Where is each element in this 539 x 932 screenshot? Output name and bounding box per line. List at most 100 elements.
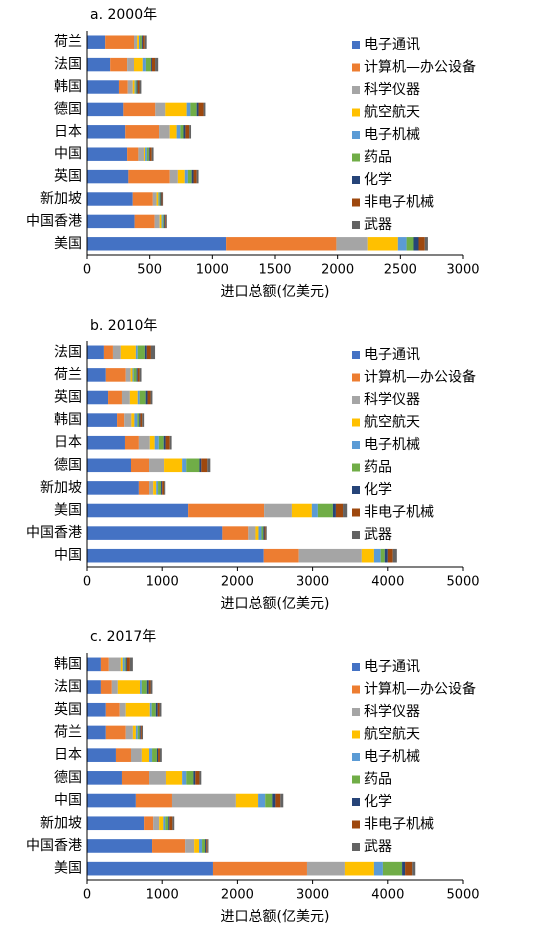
bar-segment <box>373 548 381 563</box>
bar-segment <box>155 702 158 717</box>
chart-title: a. 2000年 <box>90 7 157 23</box>
legend-swatch <box>352 463 360 472</box>
bar-segment <box>151 57 156 72</box>
bar-segment <box>163 435 166 450</box>
bar-segment <box>185 839 195 853</box>
bar-segment <box>263 548 299 563</box>
bar-segment <box>199 771 202 785</box>
bar-segment <box>153 816 160 831</box>
bar-segment <box>130 458 150 473</box>
legend-swatch <box>352 176 360 184</box>
bar-segment <box>336 237 368 251</box>
bar-segment <box>139 413 141 427</box>
bar-segment <box>149 748 153 762</box>
bar-segment <box>156 748 159 762</box>
bar-segment <box>165 214 167 229</box>
bar-segment <box>418 237 425 251</box>
bar-segment <box>172 816 175 831</box>
x-tick-label: 1500 <box>258 263 291 278</box>
bar-segment <box>155 102 166 117</box>
bar-segment <box>136 368 138 382</box>
bar-segment <box>100 657 109 672</box>
bar-segment <box>397 237 407 251</box>
bar-segment <box>205 839 207 853</box>
bar-segment <box>87 435 125 450</box>
bar-segment <box>122 657 125 672</box>
bar-segment <box>124 413 132 427</box>
bar-segment <box>117 413 125 427</box>
y-tick-label: 韩国 <box>54 656 82 672</box>
bar-segment <box>151 147 154 161</box>
bar-segment <box>155 57 159 72</box>
bar-segment <box>134 57 143 72</box>
bar-segment <box>149 702 152 717</box>
bar-segment <box>134 214 155 229</box>
y-tick-label: 美国 <box>54 861 82 877</box>
bar-segment <box>298 548 362 563</box>
bar-segment <box>105 35 134 49</box>
bar-segment <box>87 345 104 360</box>
bar-segment <box>139 80 142 94</box>
y-tick-label: 中国香港 <box>26 838 82 854</box>
legend-label: 航空航天 <box>364 727 420 743</box>
bar-segment <box>123 102 156 117</box>
bar-segment <box>125 702 150 717</box>
legend-swatch <box>352 685 360 694</box>
bar-segment <box>87 771 122 785</box>
bar-segment <box>367 237 398 251</box>
bar-segment <box>148 680 151 694</box>
bar-segment <box>144 816 154 831</box>
bar-segment <box>146 680 149 694</box>
bar-segment <box>105 725 126 740</box>
bar-segment <box>139 368 142 382</box>
bar-segment <box>150 345 156 360</box>
y-tick-label: 韩国 <box>54 79 82 95</box>
bar-segment <box>117 680 141 694</box>
bar-segment <box>125 125 160 139</box>
bar-segment <box>196 102 199 117</box>
bar-segment <box>87 657 101 672</box>
bar-segment <box>161 192 163 206</box>
bar-segment <box>159 748 162 762</box>
bar-segment <box>127 147 139 161</box>
bar-segment <box>335 503 344 518</box>
x-axis-label: 进口总额(亿美元) <box>221 909 330 925</box>
x-tick-label: 1000 <box>196 263 229 278</box>
y-tick-label: 中国 <box>54 146 82 162</box>
bar-segment <box>134 35 138 49</box>
bar-segment <box>87 839 153 853</box>
y-tick-label: 荷兰 <box>54 724 82 740</box>
bar-segment <box>201 458 208 473</box>
legend-label: 科学仪器 <box>364 704 420 720</box>
bar-segment <box>100 680 112 694</box>
y-tick-label: 德国 <box>54 101 82 117</box>
bar-segment <box>146 147 149 161</box>
bar-segment <box>169 435 172 450</box>
bar-segment <box>152 748 157 762</box>
bar-segment <box>344 861 374 876</box>
legend-swatch <box>352 730 360 739</box>
bar-segment <box>212 861 307 876</box>
bar-segment <box>176 125 181 139</box>
bar-segment <box>105 702 120 717</box>
bar-segment <box>141 748 150 762</box>
bar-segment <box>265 526 267 540</box>
bar-segment <box>87 680 101 694</box>
bar-segment <box>160 192 162 206</box>
y-tick-label: 英国 <box>54 168 82 185</box>
bar-segment <box>182 458 187 473</box>
legend-label: 计算机—办公设备 <box>364 59 476 76</box>
bar-segment <box>159 702 162 717</box>
y-tick-label: 法国 <box>54 679 82 695</box>
bar-segment <box>87 702 106 717</box>
legend-label: 化学 <box>364 794 392 810</box>
bar-segment <box>121 771 150 785</box>
bar-segment <box>165 816 169 831</box>
bar-segment <box>87 390 109 405</box>
bar-segment <box>191 169 194 184</box>
bar-segment <box>152 839 186 853</box>
bar-segment <box>87 368 106 382</box>
legend-swatch <box>352 708 360 716</box>
legend-swatch <box>352 41 360 49</box>
bar-segment <box>165 435 170 450</box>
